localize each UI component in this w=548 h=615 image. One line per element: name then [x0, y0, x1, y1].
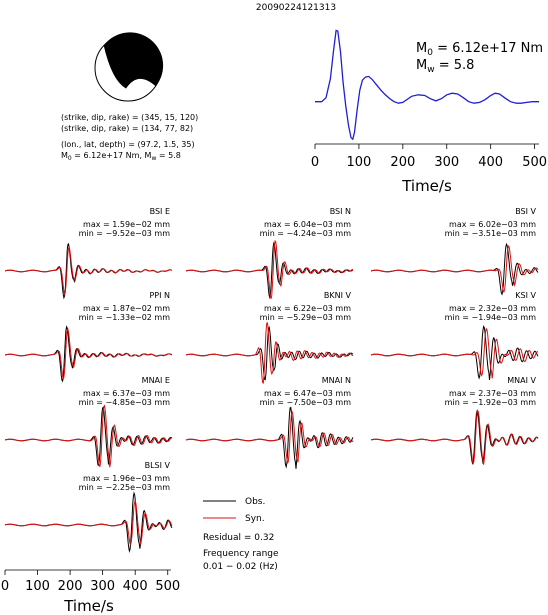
observed-trace [370, 242, 539, 296]
waveform-xlabel: Time/s [63, 597, 114, 615]
synthetic-trace [5, 404, 173, 468]
waveform-tick-label: 100 [25, 579, 50, 594]
moment-magnitude-line: M0 = 6.12e+17 Nm, Mw = 5.8 [61, 151, 181, 162]
stf-series-line [315, 29, 539, 141]
station-min: min = −2.25e−03 mm [79, 483, 171, 492]
synthetic-trace [5, 327, 173, 381]
station-label: MNAI V [507, 376, 536, 385]
station-max: max = 2.32e−03 mm [449, 304, 536, 313]
station-min: min = −7.50e−03 mm [260, 398, 352, 407]
station-label: BSI N [330, 207, 351, 216]
station-max: max = 1.59e−02 mm [83, 220, 170, 229]
station-label: PPI N [149, 291, 170, 300]
synthetic-trace [185, 410, 354, 465]
waveform-ticks: 0 100 200 300 400 500 [1, 570, 180, 594]
legend-syn-label: Syn. [245, 514, 265, 524]
station-max: max = 6.02e−03 mm [449, 220, 536, 229]
synthetic-trace [185, 239, 354, 299]
observed-trace [185, 406, 354, 469]
frequency-range-title: Frequency range [203, 549, 279, 559]
stf-tick-label: 400 [478, 155, 503, 170]
station-label: KSI V [515, 291, 536, 300]
stf-tick-label: 0 [311, 155, 319, 170]
station-label: BSI V [515, 207, 536, 216]
station-min: min = −5.29e−03 mm [260, 313, 352, 322]
waveform-tick-label: 400 [123, 579, 148, 594]
nodal-plane-2: (strike, dip, rake) = (134, 77, 82) [61, 124, 193, 133]
station-max: max = 6.37e−03 mm [83, 389, 170, 398]
waveform-time-axis: 0 100 200 300 400 500 Time/s [1, 569, 180, 615]
waveform-tick-label: 0 [1, 579, 9, 594]
legend-obs-label: Obs. [245, 497, 265, 507]
observed-trace [370, 409, 539, 465]
stf-mw-label: Mw = 5.8 [416, 58, 474, 75]
frequency-range-value: 0.01 − 0.02 (Hz) [203, 562, 278, 572]
station-max: max = 1.96e−03 mm [83, 474, 170, 483]
station-label: BSI E [150, 207, 170, 216]
station-label: MNAI N [322, 376, 351, 385]
stf-tick-label: 100 [347, 155, 372, 170]
beachball [94, 32, 164, 102]
observed-trace [4, 406, 173, 467]
legend: Obs. Syn. Residual = 0.32 Frequency rang… [203, 497, 279, 572]
station-min: min = −1.94e−03 mm [445, 313, 537, 322]
synthetic-trace [370, 327, 538, 379]
waveform-tick-label: 500 [155, 579, 180, 594]
stf-tick-label: 200 [390, 155, 415, 170]
stf-xlabel: Time/s [401, 177, 452, 195]
stf-m0-label: M0 = 6.12e+17 Nm [416, 41, 543, 58]
beachball-compressional-quadrant [104, 32, 164, 88]
synthetic-trace [371, 409, 539, 465]
station-max: max = 6.47e−03 mm [264, 389, 351, 398]
station-min: min = −4.85e−03 mm [79, 398, 171, 407]
figure-title: 20090224121313 [256, 3, 336, 13]
observed-trace [4, 491, 173, 553]
synthetic-trace [371, 244, 539, 294]
waveform-tick-label: 300 [90, 579, 115, 594]
residual-text: Residual = 0.32 [203, 533, 274, 543]
location-depth: (lon., lat, depth) = (97.2, 1.5, 35) [61, 140, 195, 149]
stf-tick-label: 300 [434, 155, 459, 170]
station-min: min = −1.92e−03 mm [445, 398, 537, 407]
station-max: max = 6.04e−03 mm [264, 220, 351, 229]
synthetic-trace [4, 500, 173, 546]
station-label: BKNI V [324, 291, 352, 300]
station-min: min = −4.24e−03 mm [260, 229, 352, 238]
beachball-nodal-planes [103, 44, 157, 89]
stf-ticks: 0 100 200 300 400 500 [311, 144, 547, 170]
synthetic-trace [185, 322, 354, 384]
waveform-tick-label: 200 [58, 579, 83, 594]
station-max: max = 1.87e−02 mm [83, 304, 170, 313]
observed-trace [4, 325, 173, 383]
stf-tick-label: 500 [522, 155, 547, 170]
synthetic-trace [5, 246, 173, 296]
stf-panel: 0 100 200 300 400 500 Time/s M0 = 6.12e+17 Nm… [311, 29, 547, 195]
station-label: BLSI V [145, 461, 171, 470]
station-max: max = 2.37e−03 mm [449, 389, 536, 398]
station-min: min = −9.52e−03 mm [79, 229, 171, 238]
station-min: min = −3.51e−03 mm [445, 229, 537, 238]
station-label: MNAI E [142, 376, 170, 385]
source-parameters: (strike, dip, rake) = (345, 15, 120) (st… [61, 113, 198, 162]
nodal-plane-1: (strike, dip, rake) = (345, 15, 120) [61, 113, 198, 122]
station-min: min = −1.33e−02 mm [79, 313, 171, 322]
station-max: max = 6.22e−03 mm [264, 304, 351, 313]
